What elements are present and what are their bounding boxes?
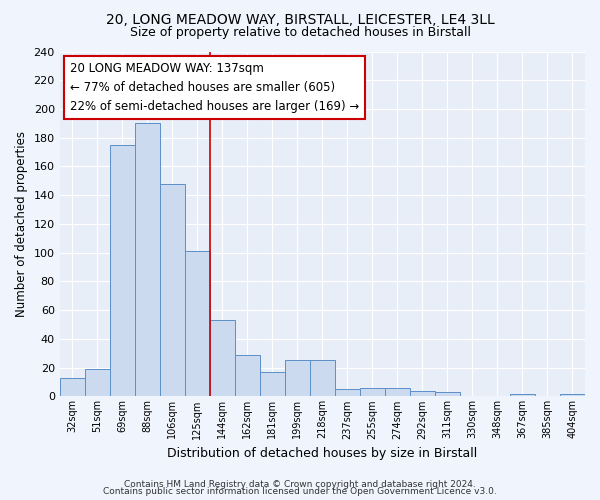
Text: Contains public sector information licensed under the Open Government Licence v3: Contains public sector information licen… <box>103 487 497 496</box>
Bar <box>160 184 185 396</box>
Bar <box>135 124 160 396</box>
Bar <box>360 388 385 396</box>
Bar <box>235 354 260 397</box>
Text: 20 LONG MEADOW WAY: 137sqm
← 77% of detached houses are smaller (605)
22% of sem: 20 LONG MEADOW WAY: 137sqm ← 77% of deta… <box>70 62 359 113</box>
Bar <box>385 388 410 396</box>
Bar <box>335 389 360 396</box>
Bar <box>59 378 85 396</box>
Bar <box>310 360 335 396</box>
Bar <box>285 360 310 396</box>
X-axis label: Distribution of detached houses by size in Birstall: Distribution of detached houses by size … <box>167 447 478 460</box>
Bar <box>435 392 460 396</box>
Bar <box>85 369 110 396</box>
Bar <box>210 320 235 396</box>
Text: Contains HM Land Registry data © Crown copyright and database right 2024.: Contains HM Land Registry data © Crown c… <box>124 480 476 489</box>
Text: 20, LONG MEADOW WAY, BIRSTALL, LEICESTER, LE4 3LL: 20, LONG MEADOW WAY, BIRSTALL, LEICESTER… <box>106 12 494 26</box>
Bar <box>560 394 585 396</box>
Y-axis label: Number of detached properties: Number of detached properties <box>15 131 28 317</box>
Bar <box>410 390 435 396</box>
Bar <box>110 145 135 397</box>
Bar <box>185 251 210 396</box>
Text: Size of property relative to detached houses in Birstall: Size of property relative to detached ho… <box>130 26 470 39</box>
Bar <box>260 372 285 396</box>
Bar <box>510 394 535 396</box>
